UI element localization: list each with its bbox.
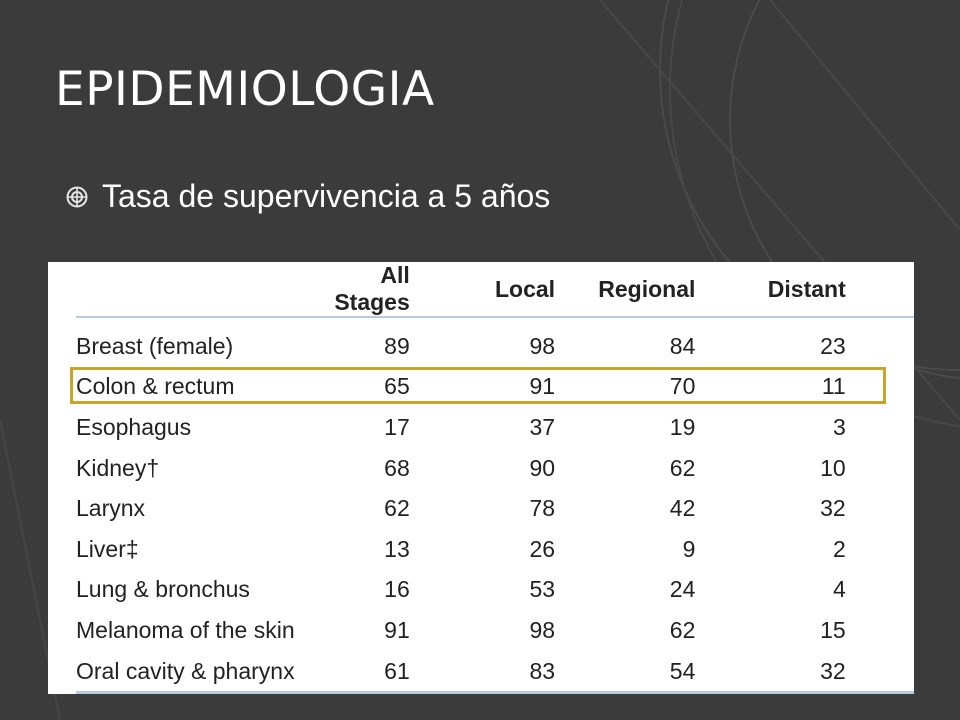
cell-site: Breast (female): [76, 332, 234, 359]
table-bottom-rule: [76, 691, 914, 694]
header-site: [76, 262, 329, 318]
cell-local: 53: [529, 576, 556, 603]
cell-all-stages: 65: [384, 373, 410, 400]
circled-target-icon: [66, 186, 88, 207]
cell-spacer: [846, 317, 914, 367]
table-body: Breast (female) 89 98 84 23 Colon & rectum 65 9…: [76, 317, 914, 691]
cell-spacer: [846, 407, 914, 448]
cell-spacer: [846, 367, 914, 408]
survival-table: All Stages Local Regional Distant Breast…: [76, 262, 914, 691]
table-row: Oral cavity & pharynx 61 83 54 32: [76, 651, 914, 692]
cell-site: Larynx: [76, 495, 146, 522]
cell-distant: 32: [820, 657, 846, 684]
cell-all-stages: 91: [384, 616, 410, 643]
cell-spacer: [846, 610, 914, 651]
table-row: Breast (female) 89 98 84 23: [76, 317, 914, 367]
cell-all-stages: 17: [384, 413, 410, 440]
cell-site: Kidney†: [76, 454, 160, 481]
header-spacer: [845, 262, 914, 318]
bullet-text: Tasa de supervivencia a 5 años: [102, 178, 551, 214]
cell-all-stages: 13: [384, 535, 410, 562]
slide-title: EPIDEMIOLOGIA: [55, 62, 435, 117]
table-row: Lung & bronchus 16 53 24 4: [76, 570, 914, 611]
cell-site: Esophagus: [76, 413, 192, 440]
table-row: Colon & rectum 65 91 70 11: [76, 367, 914, 408]
bullet-point: Tasa de supervivencia a 5 años: [66, 178, 550, 215]
header-distant: Distant: [695, 262, 846, 318]
survival-table-image: All Stages Local Regional Distant Breast…: [48, 262, 914, 694]
header-all-stages: All Stages: [328, 262, 410, 318]
cell-distant: 15: [820, 616, 846, 643]
cell-regional: 84: [669, 332, 696, 359]
cell-spacer: [846, 488, 914, 529]
cell-all-stages: 61: [384, 657, 410, 684]
cell-distant: 2: [832, 535, 846, 562]
cell-site: Lung & bronchus: [76, 576, 250, 603]
cell-local: 91: [529, 373, 556, 400]
cell-distant: 4: [832, 576, 846, 603]
cell-regional: 24: [669, 576, 696, 603]
cell-all-stages: 16: [384, 576, 410, 603]
cell-regional: 62: [669, 454, 696, 481]
header-regional: Regional: [555, 262, 696, 318]
table-row: Esophagus 17 37 19 3: [76, 407, 914, 448]
table-row: Kidney† 68 90 62 10: [76, 448, 914, 489]
cell-spacer: [846, 651, 914, 692]
table-row: Liver‡ 13 26 9 2: [76, 529, 914, 570]
cell-local: 98: [529, 332, 556, 359]
cell-local: 26: [529, 535, 556, 562]
cell-all-stages: 89: [384, 332, 410, 359]
cell-regional: 62: [669, 616, 696, 643]
cell-distant: 10: [820, 454, 846, 481]
cell-local: 90: [529, 454, 556, 481]
cell-local: 98: [529, 616, 556, 643]
table-header-row: All Stages Local Regional Distant: [76, 262, 914, 318]
cell-regional: 70: [669, 373, 696, 400]
cell-regional: 42: [669, 495, 696, 522]
cell-all-stages: 68: [384, 454, 410, 481]
cell-regional: 54: [669, 657, 696, 684]
table-row: Larynx 62 78 42 32: [76, 488, 914, 529]
cell-spacer: [846, 448, 914, 489]
cell-site: Liver‡: [76, 535, 139, 562]
header-local: Local: [409, 262, 556, 318]
cell-site: Melanoma of the skin: [76, 616, 295, 643]
cell-site: Colon & rectum: [76, 373, 235, 400]
cell-regional: 9: [682, 535, 696, 562]
cell-distant: 11: [821, 373, 846, 400]
cell-local: 83: [529, 657, 556, 684]
cell-spacer: [846, 570, 914, 611]
cell-distant: 3: [832, 413, 846, 440]
cell-spacer: [846, 529, 914, 570]
cell-distant: 32: [820, 495, 846, 522]
cell-local: 37: [529, 413, 556, 440]
cell-site: Oral cavity & pharynx: [76, 657, 295, 684]
cell-distant: 23: [820, 332, 846, 359]
cell-all-stages: 62: [384, 495, 410, 522]
cell-regional: 19: [669, 413, 696, 440]
table-row: Melanoma of the skin 91 98 62 15: [76, 610, 914, 651]
cell-local: 78: [529, 495, 556, 522]
